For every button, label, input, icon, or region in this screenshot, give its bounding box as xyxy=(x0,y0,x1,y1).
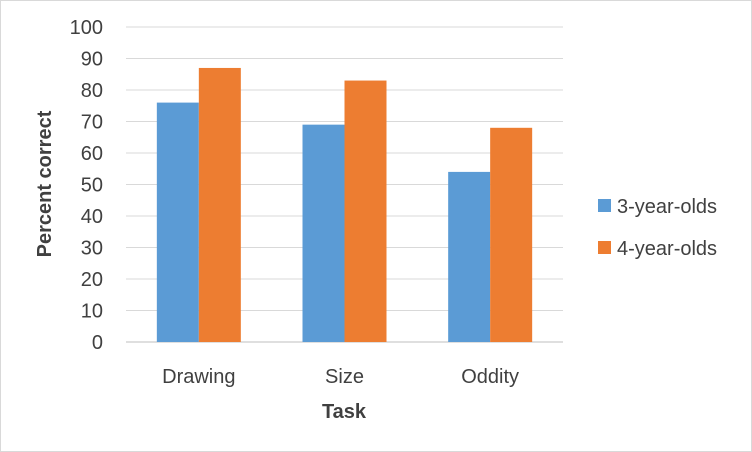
y-tick-label: 60 xyxy=(81,143,103,165)
y-tick-label: 30 xyxy=(81,238,103,260)
legend-swatch-4yo xyxy=(598,241,611,254)
y-tick-label: 70 xyxy=(81,112,103,134)
legend: 3-year-olds 4-year-olds xyxy=(598,196,717,260)
y-tick-label: 80 xyxy=(81,80,103,102)
y-tick-label: 90 xyxy=(81,49,103,71)
bar-4yo-oddity xyxy=(490,127,533,342)
legend-label-4yo: 4-year-olds xyxy=(617,238,717,260)
y-tick-label: 100 xyxy=(70,17,103,39)
x-tick-label: Drawing xyxy=(162,366,235,388)
y-tick-label: 10 xyxy=(81,301,103,323)
bar-4yo-drawing xyxy=(198,67,241,342)
y-axis-title: Percent correct xyxy=(34,110,56,257)
x-axis-title: Task xyxy=(322,401,367,423)
legend-swatch-3yo xyxy=(598,199,611,212)
y-tick-label: 50 xyxy=(81,175,103,197)
y-tick-label: 20 xyxy=(81,269,103,291)
x-tick-label: Oddity xyxy=(461,366,519,388)
x-axis-tick-labels: Drawing Size Oddity xyxy=(162,366,519,388)
legend-label-3yo: 3-year-olds xyxy=(617,196,717,218)
x-tick-label: Size xyxy=(325,366,364,388)
y-tick-label: 0 xyxy=(92,332,103,354)
bar-3yo-oddity xyxy=(448,171,491,342)
bar-3yo-drawing xyxy=(156,102,199,342)
bars xyxy=(156,67,533,343)
y-tick-label: 40 xyxy=(81,206,103,228)
bar-3yo-size xyxy=(302,124,345,343)
bar-4yo-size xyxy=(344,80,387,343)
y-axis-tick-labels: 0 10 20 30 40 50 60 70 80 90 100 xyxy=(70,17,103,354)
